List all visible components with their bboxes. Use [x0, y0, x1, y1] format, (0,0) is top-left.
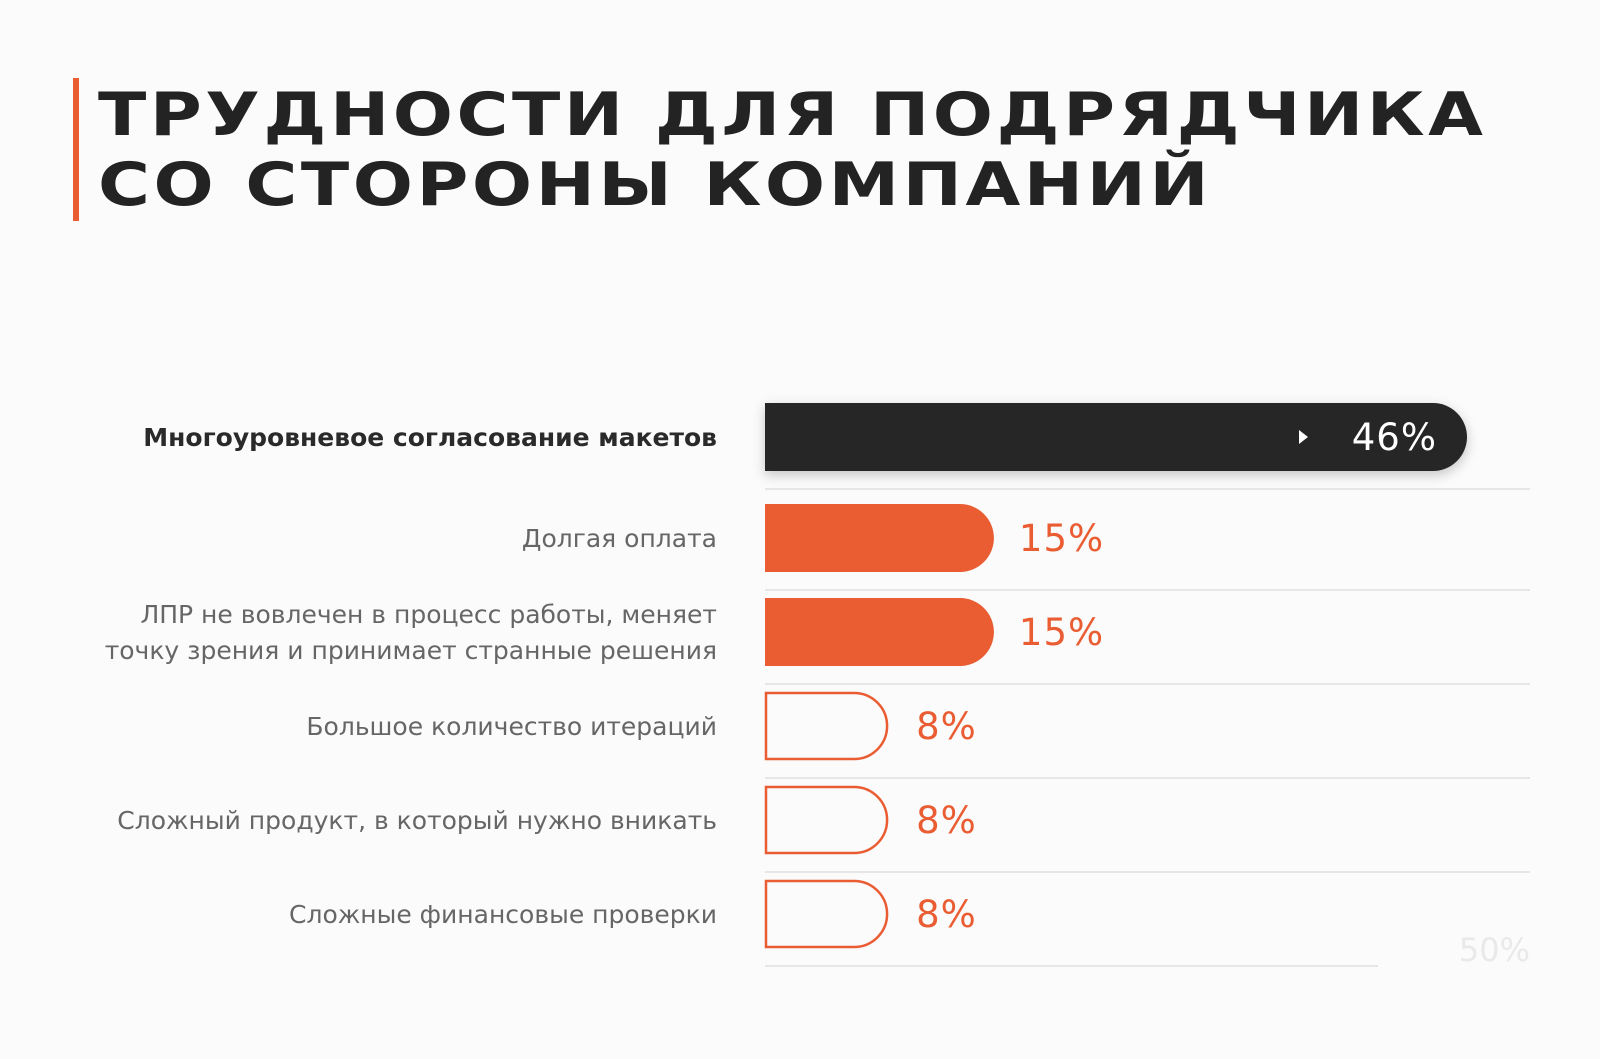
- value-label: 15%: [1019, 517, 1104, 560]
- bar: [764, 691, 889, 761]
- marker-arrow-icon: [1299, 430, 1308, 444]
- category-label: Долгая оплата: [522, 524, 717, 553]
- category-label: точку зрения и принимает странные решени…: [105, 636, 717, 665]
- category-label: Многоуровневое согласование макетов: [143, 423, 717, 452]
- category-label: Большое количество итераций: [306, 712, 717, 741]
- value-label: 8%: [916, 893, 977, 936]
- axis-max-label: 50%: [1459, 931, 1530, 969]
- bar: [764, 785, 889, 855]
- category-label: ЛПР не вовлечен в процесс работы, меняет: [140, 600, 717, 629]
- bar: [765, 403, 1467, 471]
- bar: [765, 504, 994, 572]
- bar: [765, 598, 994, 666]
- page-title-line-2: СО СТОРОНЫ КОМПАНИЙ: [98, 150, 1213, 220]
- category-label: Сложные финансовые проверки: [289, 900, 717, 929]
- value-label: 8%: [916, 705, 977, 748]
- value-label: 8%: [916, 799, 977, 842]
- bar: [764, 879, 889, 949]
- page-title-line-1: ТРУДНОСТИ ДЛЯ ПОДРЯДЧИКА: [98, 80, 1487, 150]
- category-label: Сложный продукт, в который нужно вникать: [117, 806, 717, 835]
- value-label: 15%: [1019, 611, 1104, 654]
- value-label: 46%: [1352, 416, 1437, 459]
- title-accent-bar: [73, 78, 79, 221]
